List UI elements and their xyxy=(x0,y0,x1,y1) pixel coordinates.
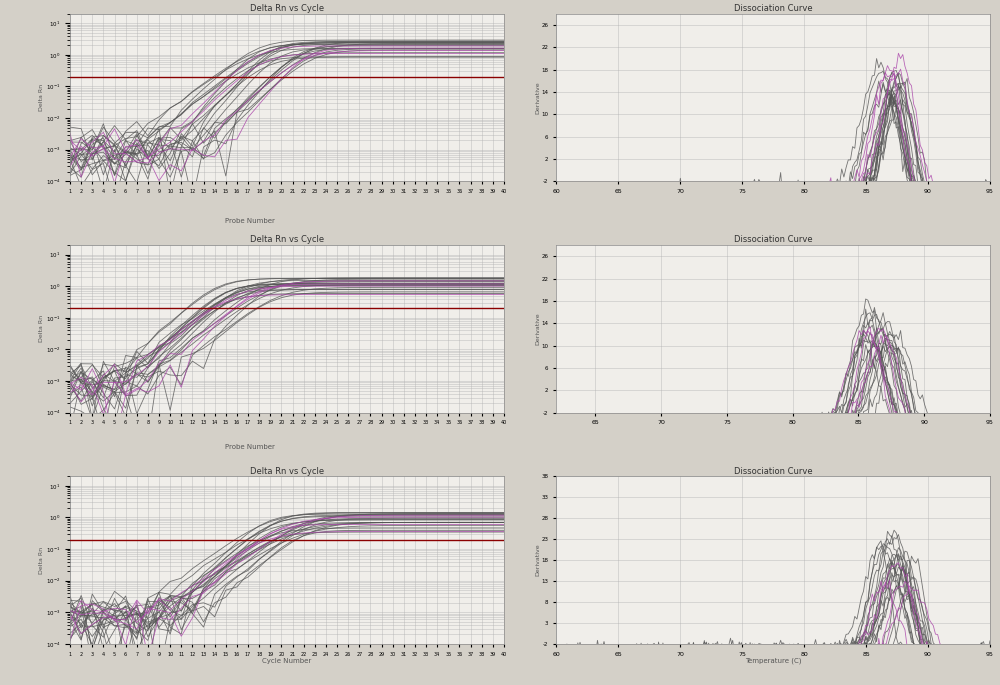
Text: Probe Number: Probe Number xyxy=(225,444,275,449)
Text: Probe Number: Probe Number xyxy=(225,218,275,223)
Y-axis label: Delta Rn: Delta Rn xyxy=(39,547,44,573)
Title: Delta Rn vs Cycle: Delta Rn vs Cycle xyxy=(250,4,324,13)
X-axis label: Temperature (C): Temperature (C) xyxy=(745,658,801,664)
Y-axis label: Delta Rn: Delta Rn xyxy=(39,315,44,342)
Y-axis label: Derivative: Derivative xyxy=(535,312,540,345)
Y-axis label: Derivative: Derivative xyxy=(535,82,540,114)
Y-axis label: Derivative: Derivative xyxy=(535,544,540,576)
Title: Dissociation Curve: Dissociation Curve xyxy=(734,466,812,475)
Y-axis label: Delta Rn: Delta Rn xyxy=(39,84,44,111)
Title: Delta Rn vs Cycle: Delta Rn vs Cycle xyxy=(250,235,324,245)
X-axis label: Cycle Number: Cycle Number xyxy=(262,658,312,664)
Title: Delta Rn vs Cycle: Delta Rn vs Cycle xyxy=(250,466,324,475)
Title: Dissociation Curve: Dissociation Curve xyxy=(734,4,812,13)
Title: Dissociation Curve: Dissociation Curve xyxy=(734,235,812,245)
